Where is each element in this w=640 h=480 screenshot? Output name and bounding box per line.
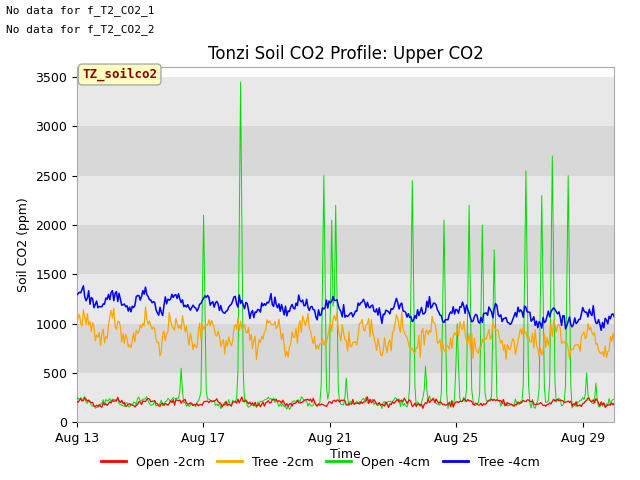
Title: Tonzi Soil CO2 Profile: Upper CO2: Tonzi Soil CO2 Profile: Upper CO2 (208, 45, 483, 63)
Bar (77, 373, 614, 422)
Legend: Open -2cm, Tree -2cm, Open -4cm, Tree -4cm: Open -2cm, Tree -2cm, Open -4cm, Tree -4… (95, 451, 545, 474)
Y-axis label: Soil CO2 (ppm): Soil CO2 (ppm) (17, 197, 29, 292)
Bar (77, 176, 614, 225)
Bar (77, 126, 614, 176)
X-axis label: Time: Time (330, 448, 361, 461)
Bar (77, 77, 614, 126)
Text: No data for f_T2_CO2_2: No data for f_T2_CO2_2 (6, 24, 155, 35)
Bar (77, 324, 614, 373)
Bar (77, 225, 614, 275)
Text: No data for f_T2_CO2_1: No data for f_T2_CO2_1 (6, 5, 155, 16)
Text: TZ_soilco2: TZ_soilco2 (82, 68, 157, 81)
Bar (77, 275, 614, 324)
